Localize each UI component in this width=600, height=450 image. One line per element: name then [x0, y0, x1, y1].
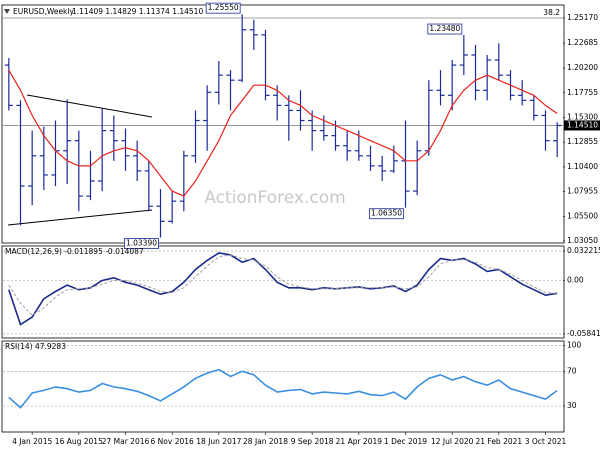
- y-tick-label: 30: [567, 401, 577, 410]
- y-tick-label: 70: [567, 366, 577, 375]
- x-tick-label: 27 Mar 2016: [102, 437, 150, 446]
- y-tick-label: 1.07955: [567, 187, 598, 196]
- x-tick-label: 1 Dec 2019: [384, 437, 427, 446]
- x-tick-label: 18 Jun 2017: [196, 437, 241, 446]
- watermark: ActionForex.com: [204, 188, 345, 208]
- x-tick-label: 21 Apr 2019: [336, 437, 383, 446]
- x-tick-label: 6 Nov 2016: [151, 437, 194, 446]
- last-price-tag: [564, 120, 600, 131]
- rsi-panel: [1, 340, 565, 433]
- y-tick-label: 1.05500: [567, 211, 598, 220]
- macd-panel: [1, 245, 565, 339]
- y-tick-label: 0.00: [567, 276, 584, 285]
- y-tick-label: 1.10400: [567, 162, 598, 171]
- price-annotation-box: [205, 2, 241, 14]
- y-tick-label: 0.032215: [567, 246, 600, 255]
- price-annotation: 1.03390: [126, 239, 157, 248]
- x-tick-label: 4 Jan 2015: [12, 437, 52, 446]
- trend-line: [26, 94, 153, 118]
- last-price-label: 1.14510: [567, 120, 598, 129]
- title-icon: [4, 9, 10, 14]
- trend-line: [7, 209, 153, 226]
- moving-average: [8, 69, 558, 197]
- y-tick-label: 1.20200: [567, 63, 598, 72]
- price-annotation: 1.25550: [208, 3, 239, 12]
- y-tick-label: 1.22685: [567, 38, 598, 47]
- x-tick-label: 16 Aug 2015: [55, 437, 103, 446]
- x-tick-label: 21 Feb 2021: [475, 437, 522, 446]
- price-annotation-box: [369, 208, 404, 220]
- y-tick-label: 1.12855: [567, 137, 598, 146]
- x-tick-label: 28 Jan 2018: [243, 437, 288, 446]
- x-tick-label: 3 Oct 2021: [525, 437, 567, 446]
- y-tick-label: 1.15300: [567, 112, 598, 121]
- y-tick-label: 1.17755: [567, 88, 598, 97]
- y-tick-label: 100: [567, 340, 582, 349]
- panel-title: MACD(12,26,9) -0.011895 -0.014087: [5, 247, 144, 256]
- panel-title: RSI(14) 47.9283: [5, 342, 66, 351]
- chart-title: EURUSD,Weekly: [13, 7, 74, 16]
- indicator-line: [8, 254, 558, 316]
- price-annotation-box: [427, 23, 463, 35]
- y-tick-label: 1.25170: [567, 13, 598, 22]
- chart-subtitle: 1.11409 1.14829 1.11374 1.14510: [72, 7, 203, 16]
- y-tick-label: 1.03050: [567, 236, 598, 245]
- price-panel: [1, 4, 565, 244]
- indicator-line: [8, 252, 558, 326]
- y-tick-label: -0.058413: [567, 329, 600, 338]
- price-annotation: 1.06350: [371, 209, 402, 218]
- x-tick-label: 12 Jul 2020: [431, 437, 474, 446]
- fib-label: 38.2: [543, 8, 560, 17]
- indicator-line: [8, 368, 558, 409]
- price-annotation: 1.23480: [429, 24, 460, 33]
- price-annotation-box: [124, 238, 159, 249]
- x-tick-label: 9 Sep 2018: [291, 437, 334, 446]
